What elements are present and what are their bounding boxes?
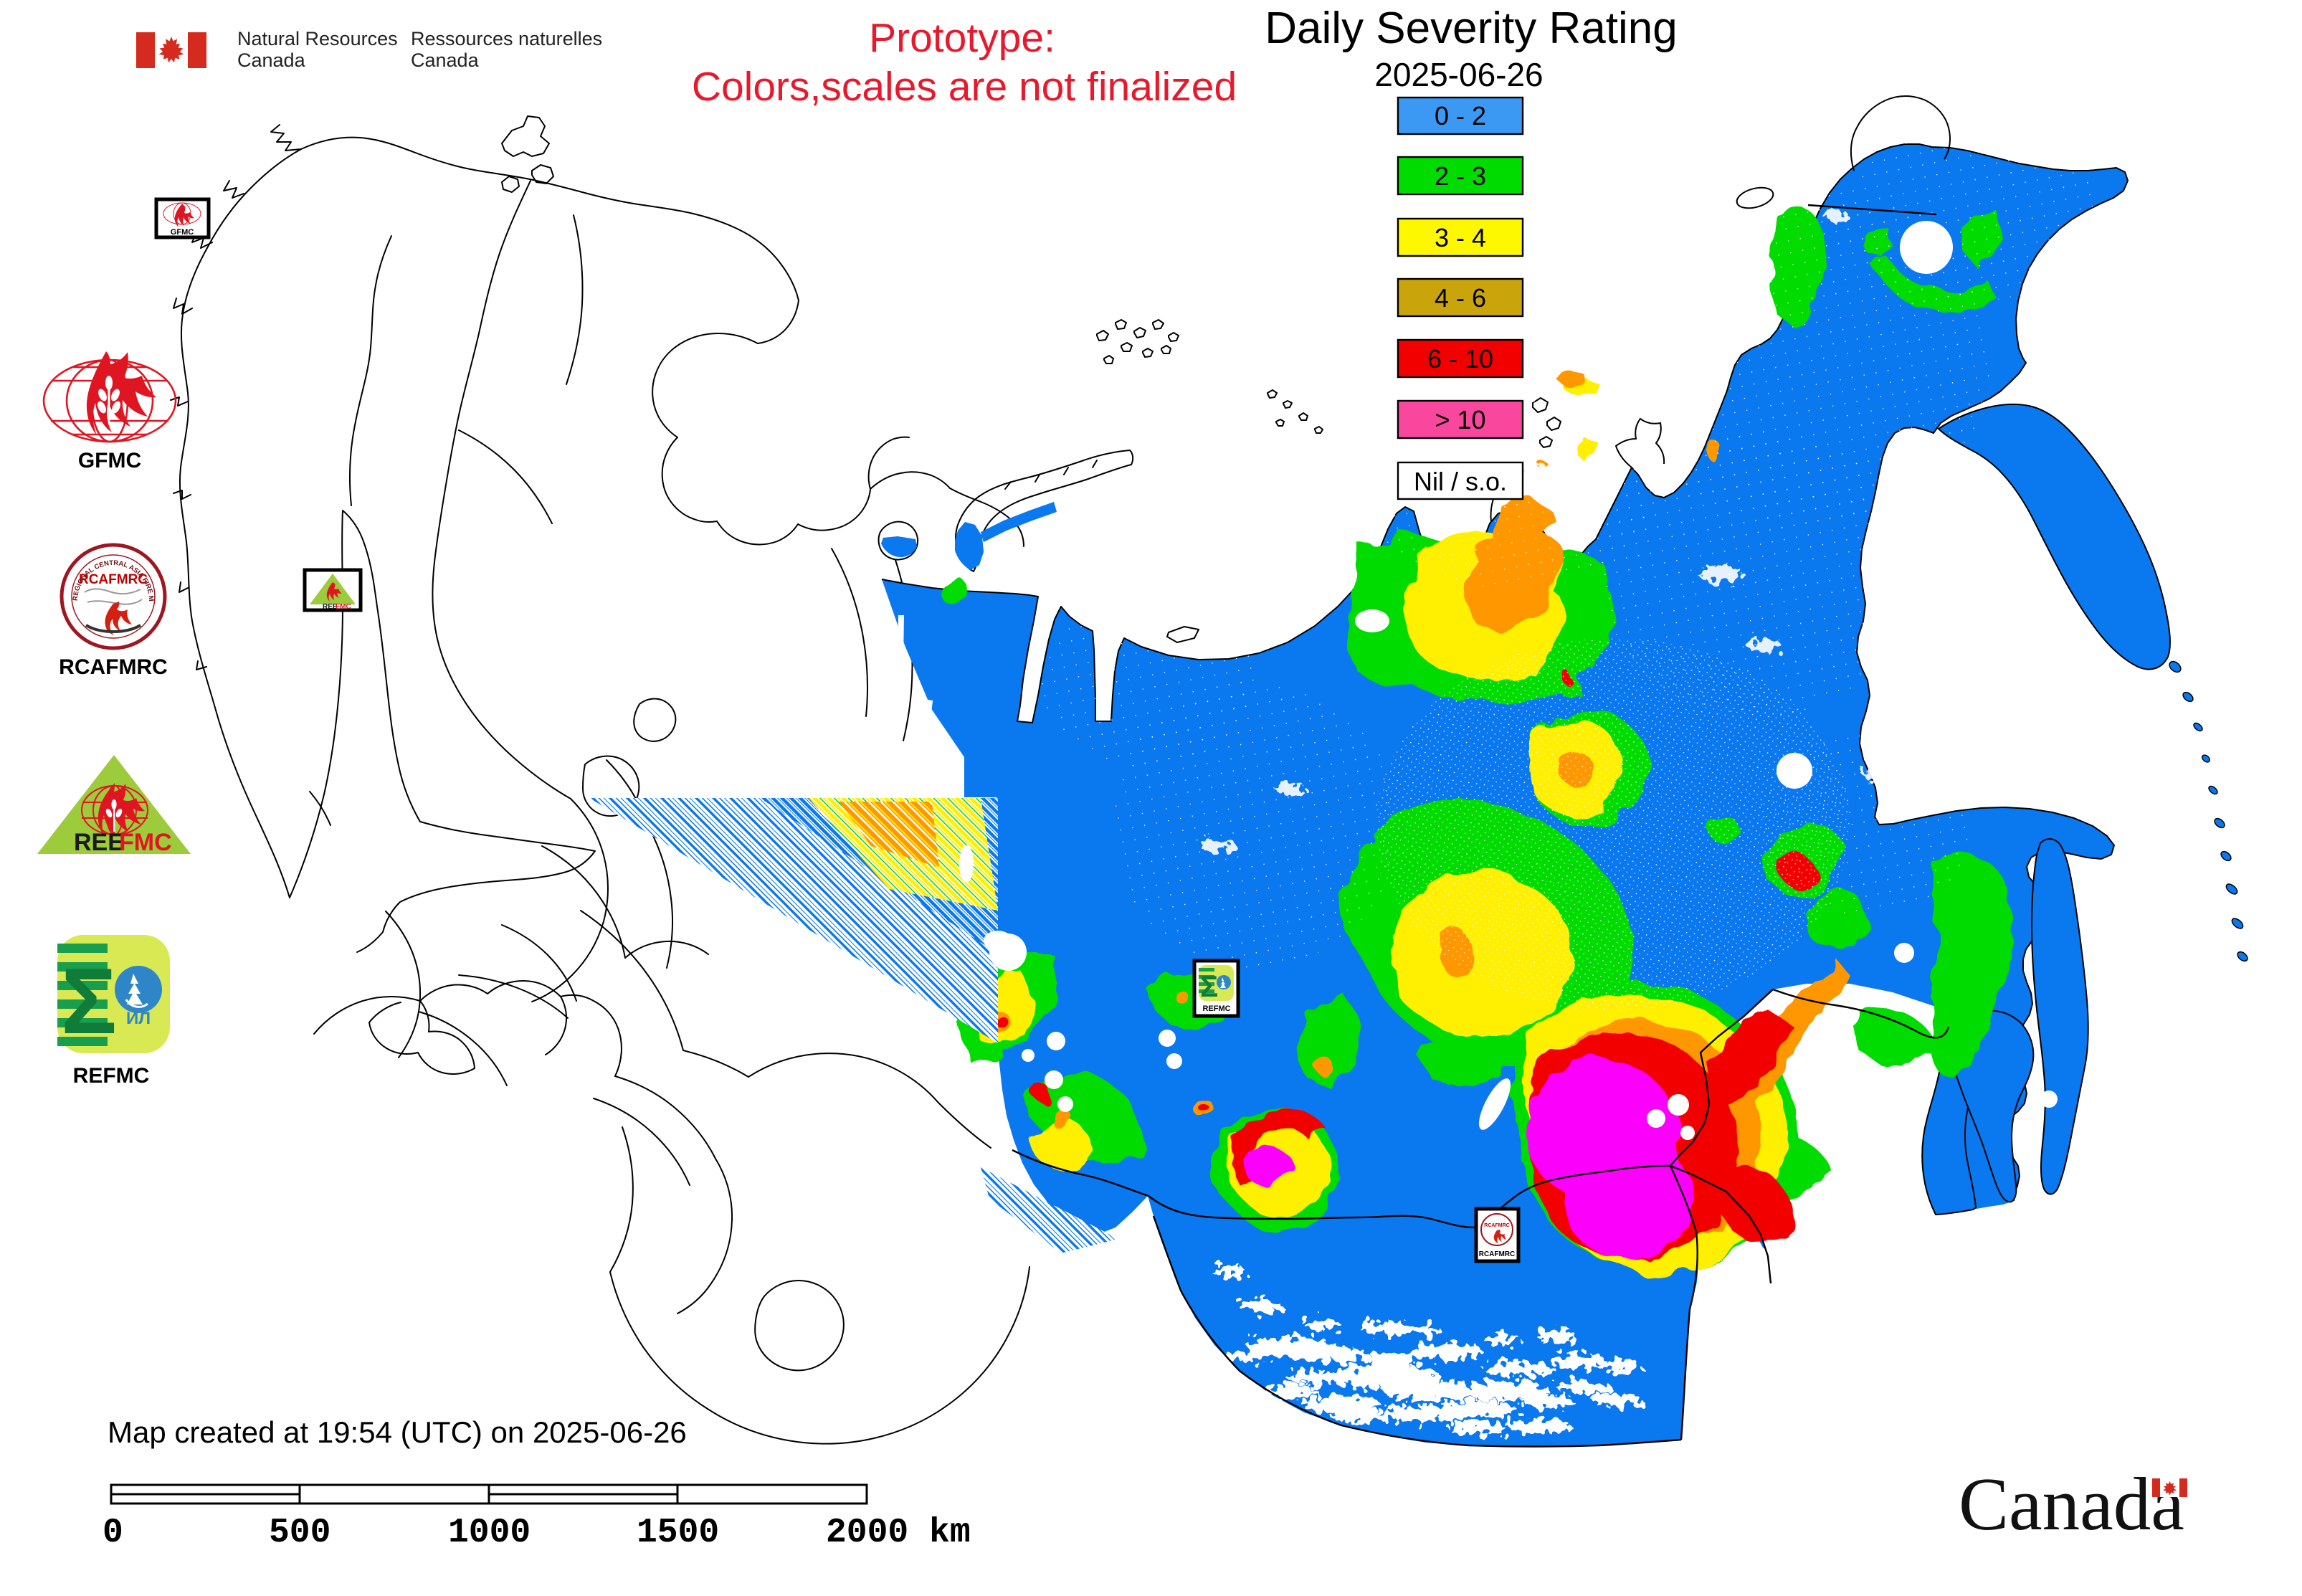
svg-text:RCAFMRC: RCAFMRC <box>1479 1250 1516 1258</box>
svg-text:FMC: FMC <box>336 603 351 611</box>
svg-text:Natural Resources: Natural Resources <box>237 28 398 49</box>
svg-text:1000: 1000 <box>448 1514 531 1552</box>
svg-text:Σ: Σ <box>1200 969 1218 1003</box>
svg-text:0: 0 <box>103 1514 123 1552</box>
svg-text:0 - 2: 0 - 2 <box>1435 101 1486 130</box>
svg-text:REFMC: REFMC <box>73 1064 150 1088</box>
svg-text:Canada: Canada <box>237 49 306 71</box>
svg-text:Prototype:: Prototype: <box>869 15 1055 61</box>
svg-text:Σ: Σ <box>61 949 117 1053</box>
svg-text:ИЛ: ИЛ <box>126 1009 151 1028</box>
svg-text:GFMC: GFMC <box>171 228 194 237</box>
svg-text:500: 500 <box>269 1514 330 1552</box>
svg-text:REFMC: REFMC <box>1202 1004 1230 1013</box>
svg-text:Colors,scales are not finalize: Colors,scales are not finalized <box>692 64 1237 110</box>
svg-text:4 - 6: 4 - 6 <box>1435 283 1486 313</box>
svg-text:REE: REE <box>74 829 124 856</box>
svg-text:RCAFMRC: RCAFMRC <box>59 655 168 679</box>
svg-text:6 - 10: 6 - 10 <box>1427 344 1493 374</box>
svg-text:2025-06-26: 2025-06-26 <box>1374 56 1543 93</box>
svg-text:GFMC: GFMC <box>78 449 141 472</box>
svg-text:2 - 3: 2 - 3 <box>1435 161 1486 191</box>
svg-text:2000 km: 2000 km <box>826 1514 971 1552</box>
svg-text:RCAFMRC: RCAFMRC <box>1484 1223 1509 1228</box>
svg-text:Canada: Canada <box>1959 1462 2184 1546</box>
svg-text:Nil / s.o.: Nil / s.o. <box>1414 467 1507 496</box>
svg-text:1500: 1500 <box>637 1514 719 1552</box>
svg-text:> 10: > 10 <box>1435 405 1485 434</box>
svg-text:REE: REE <box>323 603 338 611</box>
svg-text:Canada: Canada <box>411 49 480 71</box>
svg-text:FMC: FMC <box>119 829 172 856</box>
svg-text:3 - 4: 3 - 4 <box>1435 223 1486 252</box>
svg-text:Map created at 19:54 (UTC) on: Map created at 19:54 (UTC) on 2025-06-26 <box>108 1415 687 1449</box>
svg-text:RCAFMRC: RCAFMRC <box>79 572 148 587</box>
svg-text:Ressources naturelles: Ressources naturelles <box>411 28 602 49</box>
svg-text:Daily Severity Rating: Daily Severity Rating <box>1265 4 1677 53</box>
